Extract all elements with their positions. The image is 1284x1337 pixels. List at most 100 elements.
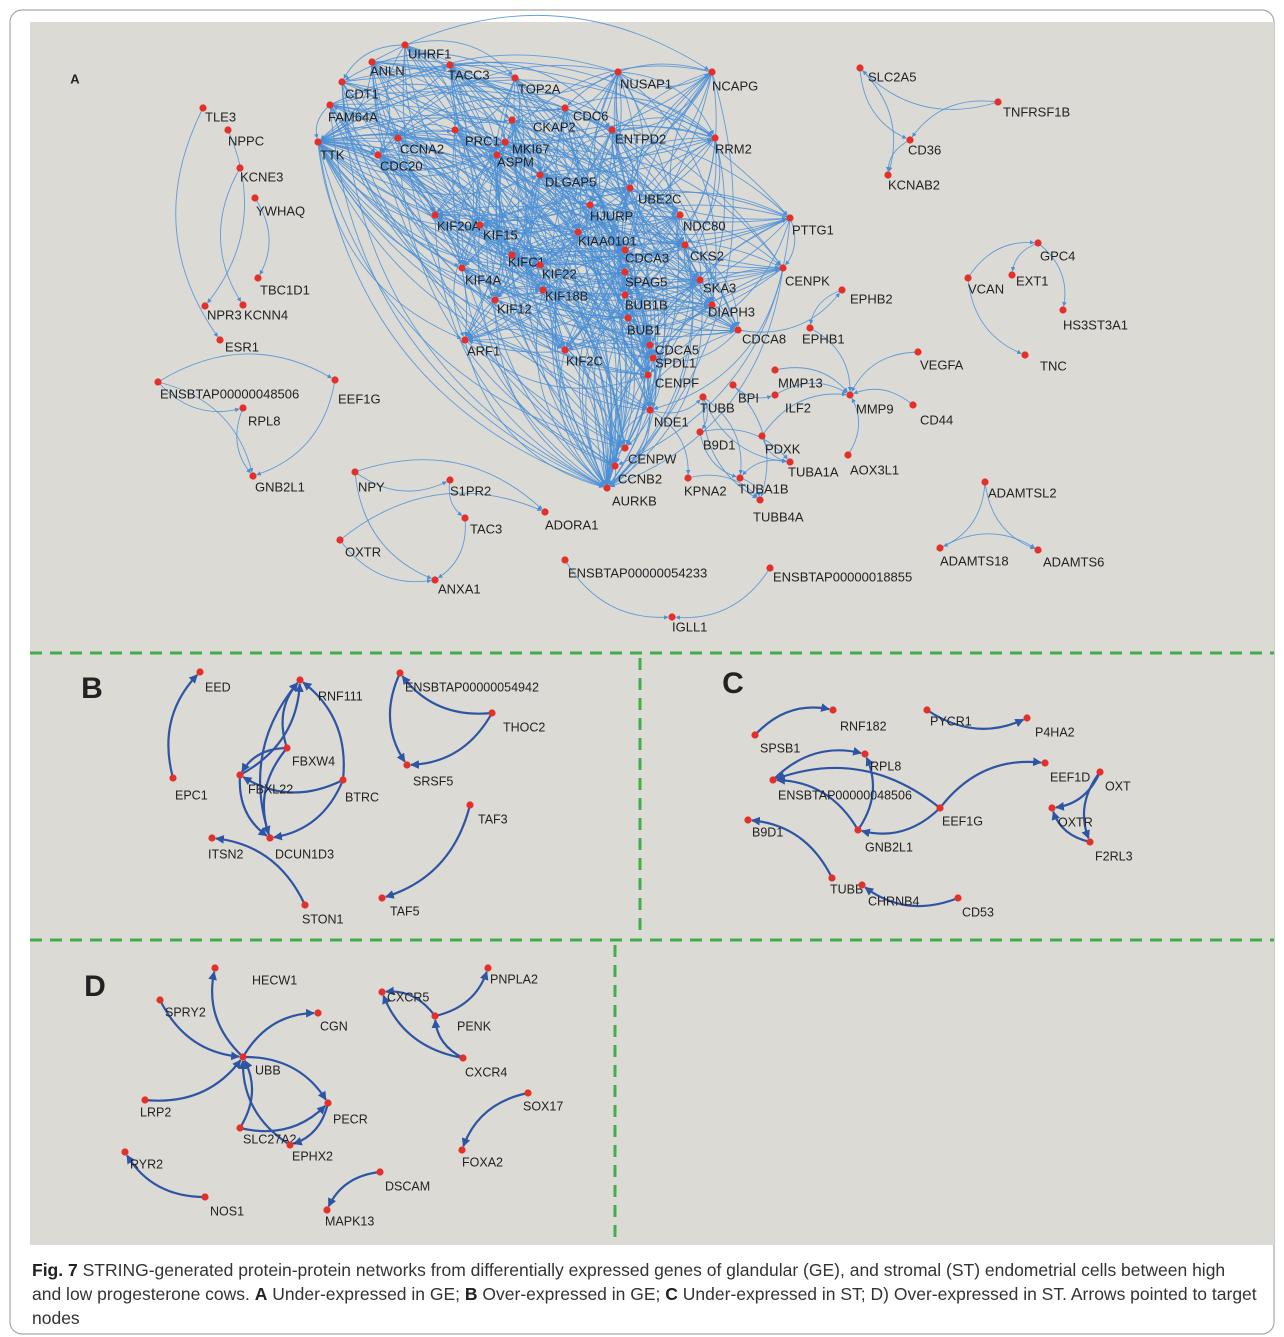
node xyxy=(914,348,922,356)
node-label: TTK xyxy=(320,147,345,162)
edge xyxy=(564,339,651,357)
node xyxy=(401,41,409,49)
edge xyxy=(851,351,919,392)
edge xyxy=(684,244,741,327)
node xyxy=(981,478,989,486)
edge xyxy=(1010,242,1039,272)
edge xyxy=(627,306,736,328)
node xyxy=(488,709,496,717)
edge xyxy=(404,44,540,289)
edge xyxy=(431,1019,464,1059)
node-label: IGLL1 xyxy=(672,619,707,634)
edge xyxy=(241,746,288,773)
edges xyxy=(157,15,1067,620)
node-label: UBB xyxy=(255,1063,281,1077)
node xyxy=(301,901,309,909)
edge xyxy=(885,139,911,172)
edge xyxy=(511,119,627,292)
edge xyxy=(479,224,509,256)
node xyxy=(858,881,866,889)
node-label: SOX17 xyxy=(523,1099,563,1113)
node xyxy=(786,458,794,466)
node-label: B9D1 xyxy=(752,825,783,839)
edge xyxy=(377,138,538,173)
node xyxy=(249,472,257,480)
node xyxy=(561,104,569,112)
edge xyxy=(157,381,254,473)
node-label: MMP13 xyxy=(778,375,823,390)
node-label: HJURP xyxy=(590,208,633,223)
node xyxy=(476,221,484,229)
node xyxy=(451,126,459,134)
node xyxy=(169,774,177,782)
network-panel: RNF182 PYCR1 P4HA2 SPSB1 RPL8 ENSBTAP00000048… xyxy=(722,667,1132,919)
node-label: MAPK13 xyxy=(325,1214,374,1228)
node-label: NPY xyxy=(358,479,385,494)
edge xyxy=(702,396,787,464)
node-label: CGN xyxy=(320,1019,348,1033)
node xyxy=(459,1054,467,1062)
node-label: THOC2 xyxy=(503,720,545,734)
node xyxy=(508,251,516,259)
edge xyxy=(464,328,563,348)
caption-run: B xyxy=(464,1284,478,1304)
edge xyxy=(238,1060,291,1146)
node xyxy=(611,462,619,470)
edge xyxy=(262,747,288,836)
edge xyxy=(292,1102,330,1146)
edge xyxy=(175,107,219,338)
edge xyxy=(397,137,612,465)
edge xyxy=(939,533,1035,549)
edge xyxy=(434,214,735,337)
edge xyxy=(329,104,540,262)
edge xyxy=(1081,771,1101,840)
node xyxy=(1059,306,1067,314)
edge xyxy=(454,129,481,265)
edge xyxy=(397,137,610,485)
edge xyxy=(236,407,251,474)
node xyxy=(156,996,164,1004)
node xyxy=(696,428,704,436)
node xyxy=(539,286,547,294)
node-label: SLC27A2 xyxy=(243,1132,297,1146)
node xyxy=(1034,546,1042,554)
node xyxy=(646,406,654,414)
node xyxy=(236,1124,244,1132)
edge xyxy=(498,267,784,330)
edge xyxy=(397,137,780,280)
caption-run: C xyxy=(665,1284,678,1304)
node-label: SPDL1 xyxy=(655,355,696,370)
node xyxy=(586,201,594,209)
edge xyxy=(273,779,345,841)
edge xyxy=(628,244,686,258)
node-label: CD44 xyxy=(920,412,953,427)
edge xyxy=(628,279,701,302)
node-label: TUBA1B xyxy=(738,481,789,496)
node-label: SPSB1 xyxy=(760,741,800,755)
node-label: B9D1 xyxy=(703,437,736,452)
node-label: EPHB1 xyxy=(802,331,845,346)
node xyxy=(1048,804,1056,812)
edge xyxy=(434,205,710,303)
node xyxy=(621,246,629,254)
node xyxy=(431,576,439,584)
node-label: ENSBTAP00000048506 xyxy=(778,788,912,802)
node xyxy=(446,476,454,484)
edge xyxy=(479,219,623,270)
node xyxy=(286,1141,294,1149)
node xyxy=(211,964,219,972)
node-label: CENPW xyxy=(628,451,677,466)
edge xyxy=(699,428,788,460)
edge xyxy=(461,267,609,485)
node xyxy=(326,101,334,109)
node xyxy=(394,134,402,142)
node xyxy=(603,484,611,492)
edge xyxy=(479,202,683,243)
edge xyxy=(568,294,626,351)
node xyxy=(884,171,892,179)
edge xyxy=(317,114,628,186)
node-label: ENTPD2 xyxy=(615,131,666,146)
edge xyxy=(624,271,735,333)
node-label: STON1 xyxy=(302,912,343,926)
edge xyxy=(774,367,848,393)
